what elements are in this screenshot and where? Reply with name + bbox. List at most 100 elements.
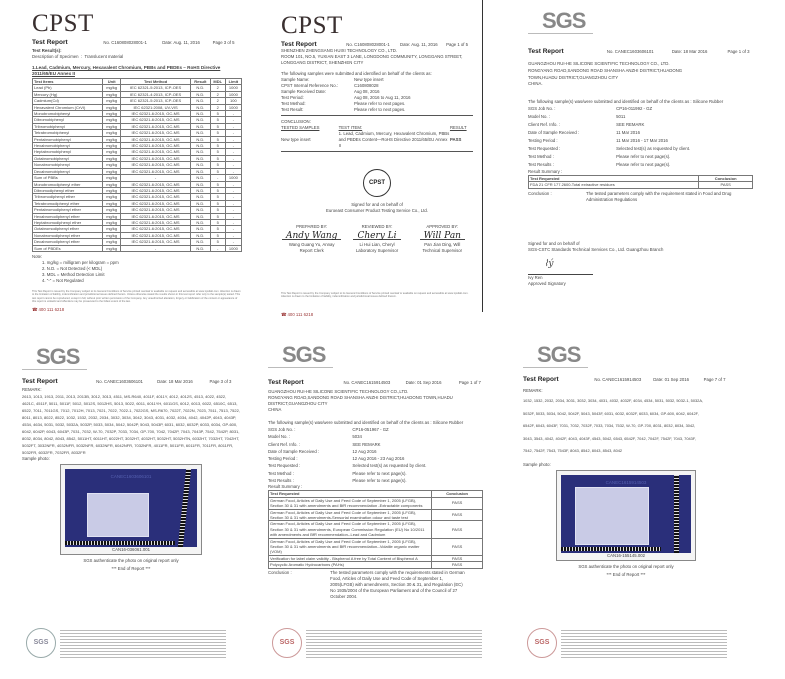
table-cell: Tribromodiphenyl ether (31, 193, 104, 201)
table-cell: - (224, 212, 243, 220)
signer-role: PREPARED BY: (296, 224, 328, 229)
table-row: FDA 21 CFR 177.2600-Total extractive res… (527, 181, 754, 189)
table-cell: German Food, Articles of Daily Use and F… (268, 537, 432, 556)
field-label: Test Requested : (528, 146, 561, 151)
field-row: Test Period: Aug 08, 2016 to Aug 11, 2016 (281, 95, 473, 101)
specimen-label: Description of Specimen (32, 54, 79, 59)
table-cell: IEC 62321:2008, UV-VIS (120, 103, 192, 112)
column-header: Conclusion (698, 174, 754, 183)
sample-photo: CANEC1603606101 CAN16-036061.001 (60, 464, 202, 555)
photo-authentication: SGS authenticate the photo on original r… (83, 558, 179, 563)
sgs-report-page-1-of-3: SGS Test Report No. CANEC1603606101 Date: … (527, 10, 760, 287)
field-value: 12 Aug 2016 (352, 448, 377, 454)
field-label: Test Results : (528, 162, 554, 167)
result-heading: Test Result(s): (32, 48, 62, 53)
table-cell: German Food, Articles of Daily Use and F… (268, 520, 432, 539)
table-row: Nonabromodiphenyl ether mg/kg IEC 62321-6:… (31, 231, 243, 240)
field-value: Please refer to next page(s). (616, 162, 671, 167)
field-value: CP16-051967 - GZ (352, 427, 389, 432)
table-cell: IEC 62321-6:2015, GC-MS (120, 167, 192, 176)
sgs-report-page-7-of-7: SGS Test Report No. CANEC1615914503 Date: … (523, 344, 733, 658)
table-cell: IEC 62321-6:2015, GC-MS (120, 180, 192, 188)
conclusion: Conclusion : The tested parameters comply… (268, 570, 490, 600)
field-row: Test Method : Please refer to next page(s… (268, 470, 490, 477)
table-cell: Hexavalent Chromium (CrVI) (31, 103, 104, 112)
page-number: Page 7 of 7 (703, 377, 726, 382)
table-cell: Nonabromobiphenyl (31, 161, 104, 169)
table-cell: mg/kg (102, 244, 122, 253)
disclaimer: This Test Report is issued by the Compan… (281, 292, 469, 299)
remark-line: 7542, 7542F, 7543, 7543F, 8043, 8542, 80… (523, 448, 623, 453)
field-row: Client Ref. Info. : SEE REMARK (268, 441, 490, 448)
ruler-vertical (674, 474, 679, 553)
field-value: New type insert (353, 77, 384, 82)
remark-text: 2613, 1013, 1913, 2011, 2013, 2013B, 301… (22, 394, 240, 455)
table-cell: - (224, 199, 243, 208)
photo-authentication: SGS authenticate the photo on original r… (578, 563, 674, 569)
specimen-value: Translucent material (84, 54, 124, 59)
sgs-report-page-1-of-7: SGS Test Report No. CANEC1615914503 Date: … (268, 344, 490, 658)
table-row: German Food, Articles of Daily Use and F… (268, 520, 484, 539)
sample-photo-label: Sample photo: (22, 456, 50, 461)
table-row: Verification for label claim validity - … (268, 554, 484, 563)
remark-label: REMARK: (22, 387, 42, 392)
field-row: Test Requested : Selected test(s) as requ… (528, 145, 760, 153)
table-cell: Decabromodiphenyl ether (31, 238, 104, 246)
table-row: Heptabromobiphenyl mg/kg IEC 62321-6:2015,… (31, 148, 243, 156)
ruler-vertical (177, 469, 192, 547)
table-cell: - (120, 244, 192, 253)
section-title: 1.Lead, Cadmium, Mercury, Hexavalent Chr… (32, 65, 221, 76)
page-divider (482, 0, 483, 312)
report-date: Date: 01 Sep 2016 (653, 377, 690, 382)
table-row: Pentabromobiphenyl mg/kg IEC 62321-6:2015,… (31, 135, 243, 144)
field-row: Date of Sample Received : 12 Aug 2016 (268, 448, 490, 455)
field-value: SEE REMARK (616, 122, 645, 127)
sample-photo: CANEC1615914503 CAN16-155145.002 (556, 469, 696, 561)
table-cell: Nonabromodiphenyl ether (31, 231, 104, 240)
summary-label: Result Summary : (268, 484, 303, 490)
company-country: CHINA. (528, 81, 543, 86)
signer-block: APPROVED BY: Will Pan Pan Jian Ding, Will T… (412, 224, 473, 254)
footer-phone: ☎ 400 111 6218 (32, 307, 65, 313)
signer-title: Report Clerk (299, 248, 324, 253)
table-cell: Hexabromodiphenyl ether (31, 212, 104, 220)
result-header: RESULT (449, 125, 467, 130)
end-of-report: *** End of Report *** (606, 571, 646, 577)
table-cell: Decabromobiphenyl (31, 167, 104, 176)
table-cell: IEC 62321-6:2015, GC-MS (120, 206, 192, 214)
table-cell: IEC 62321-6:2015, GC-MS (120, 116, 192, 124)
table-row: Dibromodiphenyl ether mg/kg IEC 62321-6:20… (31, 186, 243, 195)
table-cell: Monobromobiphenyl (31, 109, 104, 118)
report-title: Test Report (268, 379, 304, 386)
table-row: German Food, Articles of Daily Use and F… (268, 496, 484, 510)
field-row: Date of Sample Received : 11 Mar 2016 (528, 129, 760, 137)
table-row: Tribromodiphenyl ether mg/kg IEC 62321-6:2… (31, 193, 243, 201)
field-label: Testing Period : (268, 456, 298, 462)
field-label: Model No. : (268, 434, 290, 440)
company-name: SHENZHEN ZHENGSANG HUIXI TECHNOLOGY CO.,… (281, 48, 398, 53)
table-cell: Verification for label claim validity - … (268, 554, 432, 563)
table-cell: IEC 62321-6:2015, GC-MS (120, 193, 192, 201)
signed-block: Signed for and on behalf of Euroeast Con… (281, 202, 473, 214)
field-value: 12 Aug 2016 - 23 Aug 2016 (352, 456, 405, 462)
table-row: Pentabromodiphenyl ether mg/kg IEC 62321-6… (31, 206, 243, 214)
table-row: Polycyclic Aromatic Hydrocarbons (PAHs) P… (268, 561, 484, 569)
cpst-logo: CPST (281, 12, 343, 39)
table-cell: Pentabromodiphenyl ether (31, 206, 104, 214)
field-label: Test Method : (268, 470, 294, 476)
table-row: German Food, Articles of Daily Use and F… (268, 537, 484, 556)
table-cell: - (224, 129, 243, 137)
table-cell: Octabromodiphenyl ether (31, 225, 104, 233)
intro-text: The following samples were submitted and… (281, 71, 432, 76)
table-cell: Hexabromobiphenyl (31, 142, 104, 150)
report-title: Test Report (281, 41, 317, 48)
remark-text: 1032, 1532, 2032, 2034, 3031, 3032, 3034… (523, 395, 733, 458)
ruler-horizontal (65, 541, 175, 545)
table-cell: Tetrabromodiphenyl ether (31, 199, 104, 208)
field-row: Test Results : Please refer to next page(… (528, 161, 760, 169)
field-label: CPST Internal Reference No.: (281, 83, 339, 88)
footer-text (561, 628, 727, 658)
table-row: Octabromodiphenyl ether mg/kg IEC 62321-6:… (31, 225, 243, 233)
footer-phone: ☎ 400 111 6218 (281, 312, 314, 317)
table-row: Tetrabromodiphenyl ether mg/kg IEC 62321-6… (31, 199, 243, 208)
